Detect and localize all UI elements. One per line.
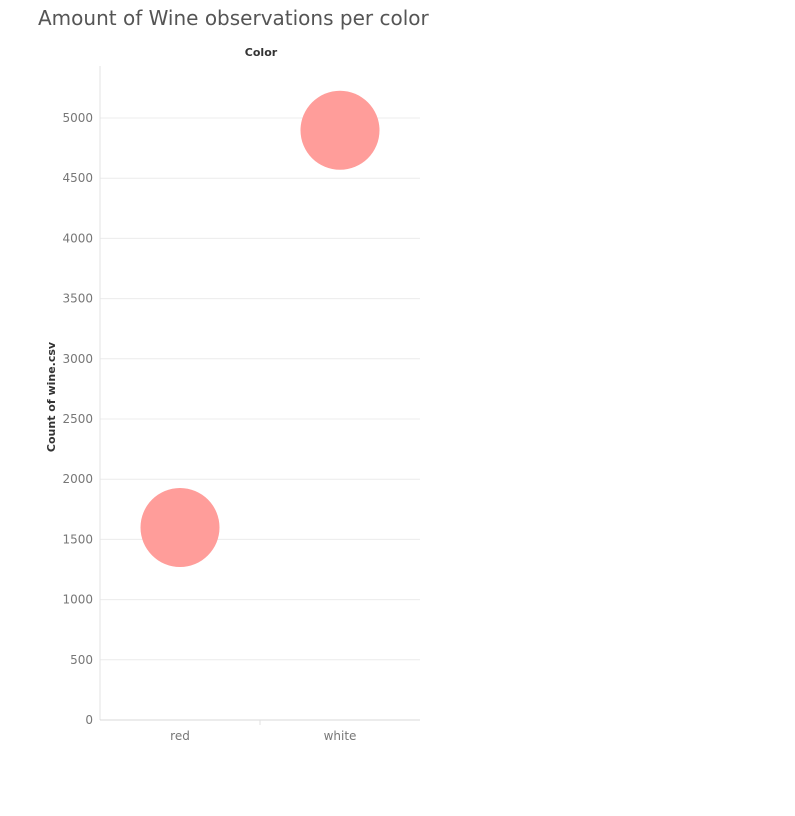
y-tick-label: 4000	[62, 231, 93, 245]
gridlines	[100, 117, 420, 661]
y-tick-label: 1500	[62, 532, 93, 546]
y-tick-label: 3500	[62, 292, 93, 306]
data-point-red[interactable]	[140, 487, 220, 567]
y-tick-label: 3000	[62, 352, 93, 366]
y-tick-label: 5000	[62, 111, 93, 125]
column-header: Color	[245, 46, 278, 59]
x-tick-label: red	[170, 729, 190, 743]
y-tick-label: 4500	[62, 171, 93, 185]
data-marks	[140, 90, 380, 567]
data-point-white[interactable]	[300, 90, 380, 170]
y-axis-title: Count of wine.csv	[45, 341, 58, 452]
y-tick-label: 0	[85, 713, 93, 727]
y-tick-label: 2000	[62, 472, 93, 486]
x-tick-labels: red white	[170, 729, 356, 743]
axes	[99, 66, 420, 725]
x-tick-label: white	[324, 729, 357, 743]
y-tick-label: 500	[70, 653, 93, 667]
y-tick-labels: 0 500 1000 1500 2000 2500 3000 3500 4000 4500 5000	[62, 111, 93, 727]
y-tick-label: 2500	[62, 412, 93, 426]
chart-title: Amount of Wine observations per color	[38, 6, 429, 30]
y-tick-label: 1000	[62, 593, 93, 607]
